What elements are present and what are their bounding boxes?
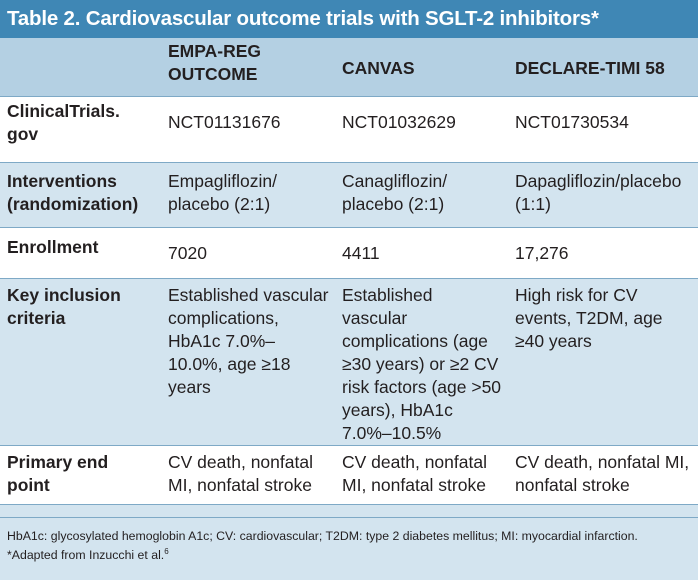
table-cell: NCT01032629 <box>335 97 508 163</box>
table-cell: 17,276 <box>508 228 698 279</box>
table-cell: CV death, nonfatal MI, nonfatal stroke <box>335 446 508 505</box>
table-cell: CV death, nonfatal MI, nonfatal stroke <box>508 446 698 505</box>
row-label: Enrollment <box>0 228 161 279</box>
source-text: *Adapted from Inzucchi et al. <box>7 548 164 562</box>
table-row: Enrollment 7020 4411 17,276 <box>0 228 698 279</box>
table-cell: NCT01131676 <box>161 97 335 163</box>
table-cell: Established vascular complications, HbA1… <box>161 279 335 446</box>
table-cell: 4411 <box>335 228 508 279</box>
table-cell: Dapagliflozin/placebo (1:1) <box>508 163 698 228</box>
source-note: *Adapted from Inzucchi et al.6 <box>7 544 698 563</box>
row-label: Key inclusion criteria <box>0 279 161 446</box>
column-header-canvas: CANVAS <box>335 38 508 97</box>
abbreviations-note: HbA1c: glycosylated hemoglobin A1c; CV: … <box>7 528 698 544</box>
table-title: Table 2. Cardiovascular outcome trials w… <box>0 0 698 38</box>
row-label: Primary end point <box>0 446 161 505</box>
table-row: ClinicalTrials. gov NCT01131676 NCT01032… <box>0 97 698 163</box>
source-reference: 6 <box>164 547 168 556</box>
column-header-declare: DECLARE-TIMI 58 <box>508 38 698 97</box>
table-cell: CV death, nonfatal MI, nonfatal stroke <box>161 446 335 505</box>
column-header-empa-reg: EMPA-REG OUTCOME <box>161 38 335 97</box>
row-label: Interventions (randomization) <box>0 163 161 228</box>
table-cell: 7020 <box>161 228 335 279</box>
table-row: Interventions (randomization) Empagliflo… <box>0 163 698 228</box>
table-cell: Canagliflozin/ placebo (2:1) <box>335 163 508 228</box>
header-corner <box>0 38 161 97</box>
table-cell: Empagliflozin/ placebo (2:1) <box>161 163 335 228</box>
table-cell: Established vascular complications (age … <box>335 279 508 446</box>
table-cell: High risk for CV events, T2DM, age ≥40 y… <box>508 279 698 446</box>
table-cell: NCT01730534 <box>508 97 698 163</box>
trials-table: EMPA-REG OUTCOME CANVAS DECLARE-TIMI 58 … <box>0 38 698 580</box>
table-footnotes: HbA1c: glycosylated hemoglobin A1c; CV: … <box>0 517 698 575</box>
table-row: Key inclusion criteria Established vascu… <box>0 279 698 446</box>
header-row: EMPA-REG OUTCOME CANVAS DECLARE-TIMI 58 <box>0 38 698 97</box>
table-row: Primary end point CV death, nonfatal MI,… <box>0 446 698 505</box>
row-label: ClinicalTrials. gov <box>0 97 161 163</box>
